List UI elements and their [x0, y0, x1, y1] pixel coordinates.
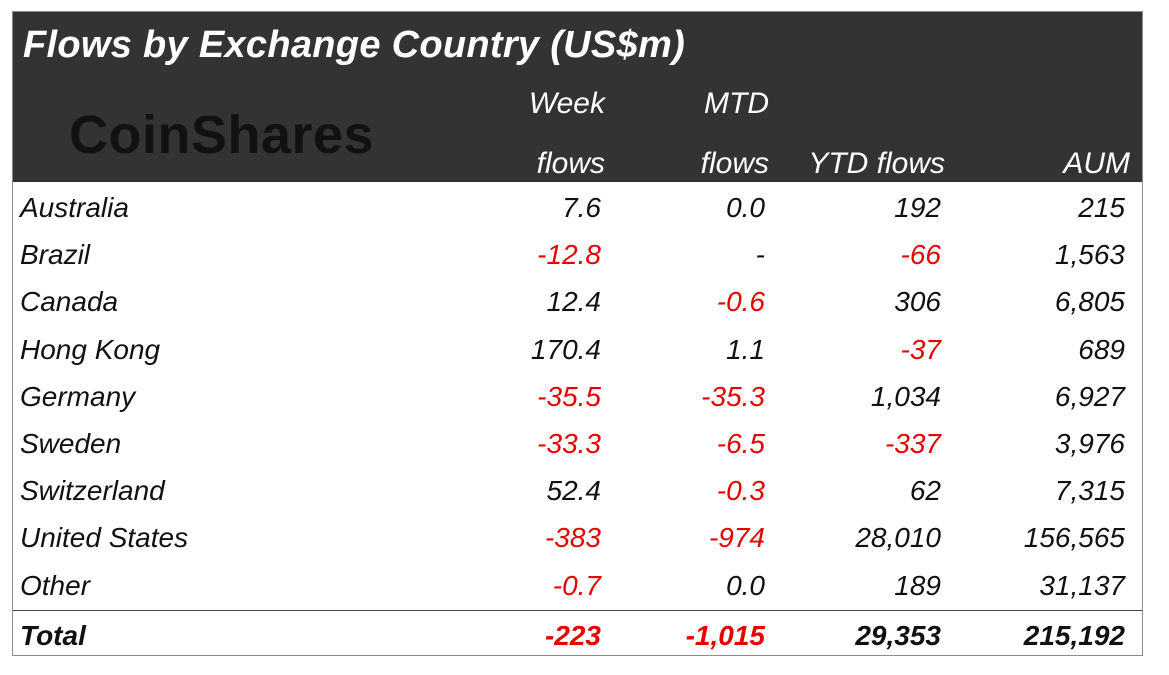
ytd-value: -337	[884, 428, 941, 459]
week-value: -383	[544, 522, 601, 554]
table-row: Other -0.7 0.0 189 31,137	[13, 562, 1142, 609]
mtd-value: -6.5	[716, 428, 765, 459]
ytd-value: 29,353	[855, 620, 941, 651]
mtd-value: -974	[708, 522, 765, 554]
table-row: Hong Kong 170.4 1.1 -37 689	[13, 326, 1142, 373]
mtd-value: 1.1	[726, 333, 765, 365]
table-header: Flows by Exchange Country (US$m) CoinSha…	[13, 12, 1142, 182]
table-row: United States -383 -974 28,010 156,565	[13, 514, 1142, 561]
header-ytd-flows: YTD flows	[808, 147, 945, 180]
aum-value: 6,805	[1054, 286, 1125, 318]
ytd-value: 1,034	[870, 380, 941, 412]
country-label: Hong Kong	[20, 333, 161, 365]
coinshares-logo: CoinShares	[69, 105, 375, 165]
mtd-value: -1,015	[685, 620, 765, 651]
total-divider	[13, 610, 1142, 611]
aum-value: 7,315	[1054, 475, 1125, 507]
week-value: -35.5	[537, 380, 601, 412]
aum-value: 3,976	[1054, 428, 1125, 459]
country-label: Australia	[20, 192, 129, 223]
country-label: Total	[20, 620, 86, 651]
flows-table: Flows by Exchange Country (US$m) CoinSha…	[12, 11, 1143, 656]
aum-value: 215	[1078, 192, 1125, 223]
mtd-value: -	[755, 239, 765, 271]
mtd-value: 0.0	[726, 192, 765, 223]
header-mtd-flows: MTD flows	[700, 87, 769, 180]
week-value: 7.6	[562, 192, 601, 223]
country-label: Other	[20, 569, 91, 601]
table-row: Sweden -33.3 -6.5 -337 3,976	[13, 420, 1142, 467]
ytd-value: 189	[894, 569, 941, 601]
mtd-value: 0.0	[726, 569, 765, 601]
country-label: Switzerland	[20, 475, 165, 507]
week-value: 170.4	[530, 333, 601, 365]
ytd-value: 28,010	[855, 522, 941, 554]
ytd-value: 192	[894, 192, 941, 223]
week-value: -33.3	[537, 428, 601, 459]
week-value: -0.7	[552, 569, 601, 601]
ytd-value: 306	[894, 286, 941, 318]
ytd-value: 62	[909, 475, 941, 507]
table-row: Australia 7.6 0.0 192 215	[13, 184, 1142, 231]
header-week-flows: Week flows	[528, 87, 605, 180]
table-title: Flows by Exchange Country (US$m)	[23, 24, 686, 66]
mtd-value: -35.3	[701, 380, 765, 412]
aum-value: 689	[1078, 333, 1125, 365]
table-row: Canada 12.4 -0.6 306 6,805	[13, 278, 1142, 325]
aum-value: 6,927	[1054, 380, 1125, 412]
week-value: -12.8	[537, 239, 601, 271]
table-row: Brazil -12.8 - -66 1,563	[13, 231, 1142, 278]
ytd-value: -37	[900, 333, 941, 365]
country-label: Sweden	[20, 428, 122, 459]
total-row: Total -223 -1,015 29,353 215,192	[13, 612, 1142, 659]
week-value: 12.4	[546, 286, 602, 318]
aum-value: 215,192	[1023, 620, 1125, 651]
mtd-value: -0.6	[716, 286, 765, 318]
mtd-value: -0.3	[716, 475, 765, 507]
country-label: Germany	[20, 380, 136, 412]
country-label: Brazil	[20, 239, 91, 271]
aum-value: 1,563	[1054, 239, 1125, 271]
country-label: Canada	[20, 286, 119, 318]
aum-value: 156,565	[1023, 522, 1125, 554]
ytd-value: -66	[900, 239, 941, 271]
country-label: United States	[20, 522, 189, 554]
table-row: Germany -35.5 -35.3 1,034 6,927	[13, 373, 1142, 420]
aum-value: 31,137	[1039, 569, 1125, 601]
week-value: -223	[544, 620, 601, 651]
header-aum: AUM	[1063, 147, 1130, 180]
table-row: Switzerland 52.4 -0.3 62 7,315	[13, 467, 1142, 514]
week-value: 52.4	[546, 475, 602, 507]
